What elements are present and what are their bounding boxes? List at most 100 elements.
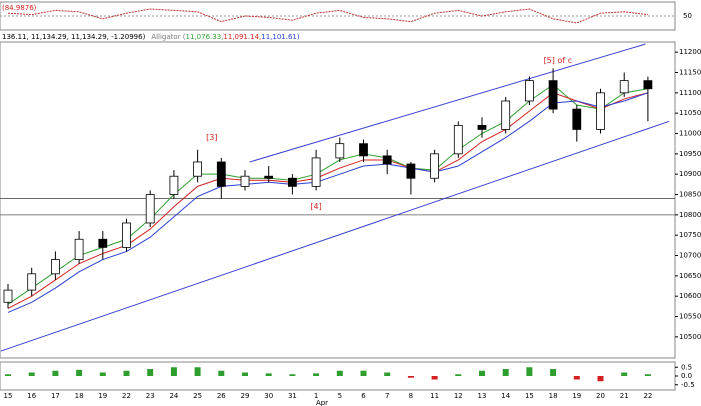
channel-line (249, 43, 646, 163)
histogram-bar (99, 372, 106, 376)
histogram-bar (242, 372, 248, 376)
candle-body (406, 163, 416, 179)
y-tick-label: 10850 (679, 191, 701, 199)
candle-body (51, 259, 60, 275)
y-tick-label: 10900 (679, 170, 701, 178)
candle-body (74, 238, 84, 260)
candle-body (122, 222, 131, 248)
histogram-bar (479, 370, 485, 376)
histogram-bar (289, 374, 296, 376)
x-tick-label: 16 (27, 392, 36, 400)
x-tick-label: 6 (361, 392, 366, 400)
x-tick-label: 25 (193, 392, 202, 400)
x-tick-label: 22 (643, 392, 652, 400)
x-tick-label: 21 (620, 392, 629, 400)
x-tick-label: 11 (430, 392, 439, 400)
histogram-bar (218, 370, 225, 376)
y-tick-label: 11100 (679, 89, 701, 97)
histogram-bar (336, 370, 343, 376)
candle-body (453, 124, 463, 155)
y-tick-label: 10650 (679, 272, 701, 280)
x-tick-label: 19 (572, 392, 581, 400)
candle-body (572, 108, 582, 130)
histogram-bar (573, 376, 580, 380)
x-tick-label: 8 (409, 392, 413, 400)
annotation: [4] (310, 202, 321, 211)
y-tick-label: 10550 (679, 313, 701, 321)
histogram-bar (431, 376, 438, 380)
x-tick-label: 23 (146, 392, 155, 400)
x-tick-label: 18 (75, 392, 84, 400)
header-values: 136.11, 11,134.29, 11,134.29, -1.20996) (2, 33, 146, 41)
x-tick-label: 17 (51, 392, 60, 400)
x-tick-label: 24 (169, 392, 178, 400)
candle-body (359, 143, 368, 157)
histogram-bar (76, 369, 83, 376)
candle-body (619, 80, 629, 94)
moving-average (7, 84, 648, 305)
oscillator-line (7, 8, 648, 24)
annotation: [5] of c (544, 56, 573, 65)
y-tick-label: 11150 (679, 69, 701, 77)
histogram-bar (597, 376, 604, 382)
y-tick-label: 0.0 (681, 372, 692, 380)
candle-body (287, 177, 297, 187)
x-tick-label: 20 (596, 392, 605, 400)
y-tick-label: 11200 (679, 48, 701, 56)
histogram-bar (550, 369, 557, 376)
histogram-bar (265, 373, 272, 376)
histogram-bar (455, 374, 462, 376)
x-tick-label: 26 (217, 392, 226, 400)
histogram-bar (28, 372, 35, 376)
y-tick-label: 10500 (679, 333, 701, 341)
candle-body (477, 124, 487, 130)
candle-body (335, 143, 345, 159)
annotation: [3] (206, 133, 217, 142)
histogram-bar (52, 370, 59, 376)
x-tick-label: 1 (314, 392, 318, 400)
x-tick-label: 5 (338, 392, 342, 400)
candle-body (98, 238, 108, 248)
indicator-value: 11,101.61) (261, 33, 300, 41)
histogram-bar (194, 367, 201, 376)
candle-body (240, 175, 250, 187)
candle-body (430, 153, 440, 179)
x-tick-label: 18 (549, 392, 558, 400)
candle-body (525, 80, 534, 102)
x-tick-label: 13 (478, 392, 487, 400)
y-tick-label: 10800 (679, 211, 701, 219)
candle-body (548, 80, 558, 110)
histogram-bar (384, 372, 391, 376)
x-tick-label: 30 (264, 392, 273, 400)
candle-body (501, 100, 511, 130)
y-tick-label: 10750 (679, 231, 701, 239)
y-tick-label: 10700 (679, 252, 701, 260)
x-tick-label: 7 (385, 392, 389, 400)
y-tick-label: -0.5 (681, 381, 695, 389)
y-tick-label: 10950 (679, 150, 701, 158)
histogram-bar (621, 372, 628, 376)
channel-line (0, 120, 670, 352)
candle-body (643, 80, 653, 90)
y-tick-label: 11000 (679, 130, 701, 138)
y-tick-label: 11050 (679, 109, 701, 117)
oscillator-label: (84.9876) (2, 4, 37, 12)
oscillator-panel (0, 1, 676, 31)
histogram-bar (5, 374, 11, 376)
moving-average (7, 92, 649, 313)
candle-body (596, 92, 605, 130)
indicator-value: 11,091.14, (223, 33, 261, 41)
histogram-bar (360, 370, 367, 376)
x-tick-label: 19 (98, 392, 107, 400)
candle-body (27, 273, 37, 291)
indicator-value: 11,076.33, (186, 33, 224, 41)
x-tick-label: 15 (4, 392, 13, 400)
y-tick-label: 50 (683, 12, 692, 20)
indicator-name: Alligator ( (151, 33, 185, 41)
x-tick-label: 15 (525, 392, 534, 400)
histogram-bar (407, 376, 414, 378)
x-tick-label: 31 (288, 392, 297, 400)
candle-body (145, 194, 155, 224)
candle-body (3, 289, 13, 303)
